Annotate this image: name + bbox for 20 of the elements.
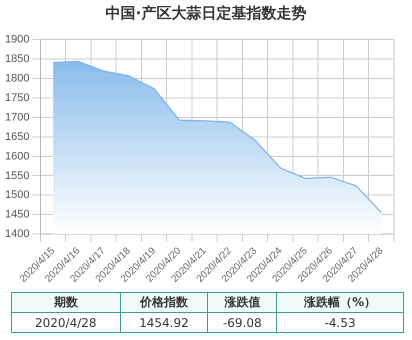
y-tick-label: 1900: [4, 34, 30, 46]
y-tick-label: 1700: [4, 111, 30, 124]
y-tick-label: 1850: [4, 53, 30, 66]
chart-title: 中国·产区大蒜日定基指数走势: [104, 4, 308, 23]
y-tick-label: 1550: [4, 170, 30, 182]
text: -69.08: [208, 312, 277, 332]
text: 2020/4/28: [12, 312, 120, 332]
y-tick-label: 1500: [4, 189, 30, 202]
text: -4.53: [276, 312, 404, 332]
y-tick-label: 1750: [4, 92, 30, 104]
text: 价格指数: [120, 292, 208, 312]
y-tick-label: 1600: [4, 150, 30, 162]
text: 期数: [12, 292, 120, 312]
y-tick-label: 1650: [4, 130, 30, 143]
text: 1454.92: [120, 312, 208, 332]
y-tick-label: 1400: [4, 228, 30, 240]
text: 涨跌幅（%）: [276, 292, 404, 312]
text: 涨跌值: [208, 292, 277, 312]
y-tick-label: 1800: [4, 72, 30, 85]
y-tick-label: 1450: [4, 208, 30, 221]
